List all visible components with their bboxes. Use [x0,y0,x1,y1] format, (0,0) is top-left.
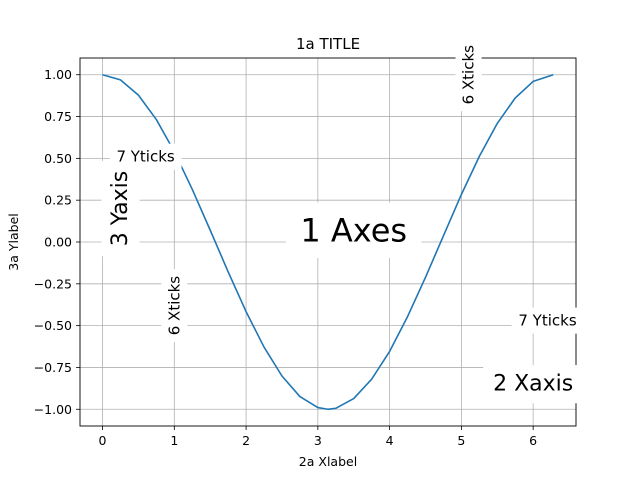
y-tick-label: −1.00 [34,402,72,417]
x-tick-label: 6 [529,433,537,448]
annotation-text: 7 Yticks [116,148,174,166]
y-tick-label: 0.00 [44,235,72,250]
annotation-label: 2 Xaxis [483,365,584,404]
y-tick-label: −0.50 [34,318,72,333]
annotation-background [455,38,482,112]
chart-title: 1a TITLE [296,35,360,53]
annotation-text: 6 Xticks [165,276,183,336]
x-tick-label: 5 [457,433,465,448]
grid-lines [80,58,576,426]
y-axis-label: 3a Ylabel [6,213,21,270]
annotation-background [511,307,584,334]
annotation-label: 1 Axes [285,202,422,259]
annotation-label: 6 Xticks [455,38,482,112]
annotation-text: 3 Yaxis [108,171,133,246]
y-tick-label: 0.50 [44,151,72,166]
annotation-background [109,143,182,170]
x-tick-label: 2 [242,433,250,448]
y-tick-label: −0.25 [34,276,72,291]
annotation-label: 6 Xticks [161,269,188,343]
x-tick-label: 0 [99,433,107,448]
annotation-label: 7 Yticks [511,307,584,334]
annotation-label: 7 Yticks [109,143,182,170]
x-tick-label: 1 [170,433,178,448]
annotation-text: 6 Xticks [460,45,478,105]
annotation-background [483,365,584,404]
y-tick-label: 0.75 [44,109,72,124]
annotations: 1 Axes 2 Xaxis 3 Yaxis 6 Xticks 6 Xticks 7 Yt… [101,38,584,404]
annotation-text: 2 Xaxis [493,372,573,397]
x-axis-label: 2a Xlabel [299,454,357,469]
annotation-background [161,269,188,343]
annotation-background [101,160,140,257]
annotation-label: 3 Yaxis [101,160,140,257]
y-tick-label: −0.75 [34,360,72,375]
annotation-background [285,202,422,259]
x-tick-label: 4 [386,433,394,448]
annotation-text: 1 Axes [300,211,407,249]
y-tick-label: 1.00 [44,67,72,82]
axis-ticks: 0 1 2 3 4 5 6 −1.00 −0.75 −0.50 −0.25 0.00 0.25 0.50 0… [34,67,537,448]
x-tick-label: 3 [314,433,322,448]
annotation-text: 7 Yticks [518,312,576,330]
y-tick-label: 0.25 [44,193,72,208]
